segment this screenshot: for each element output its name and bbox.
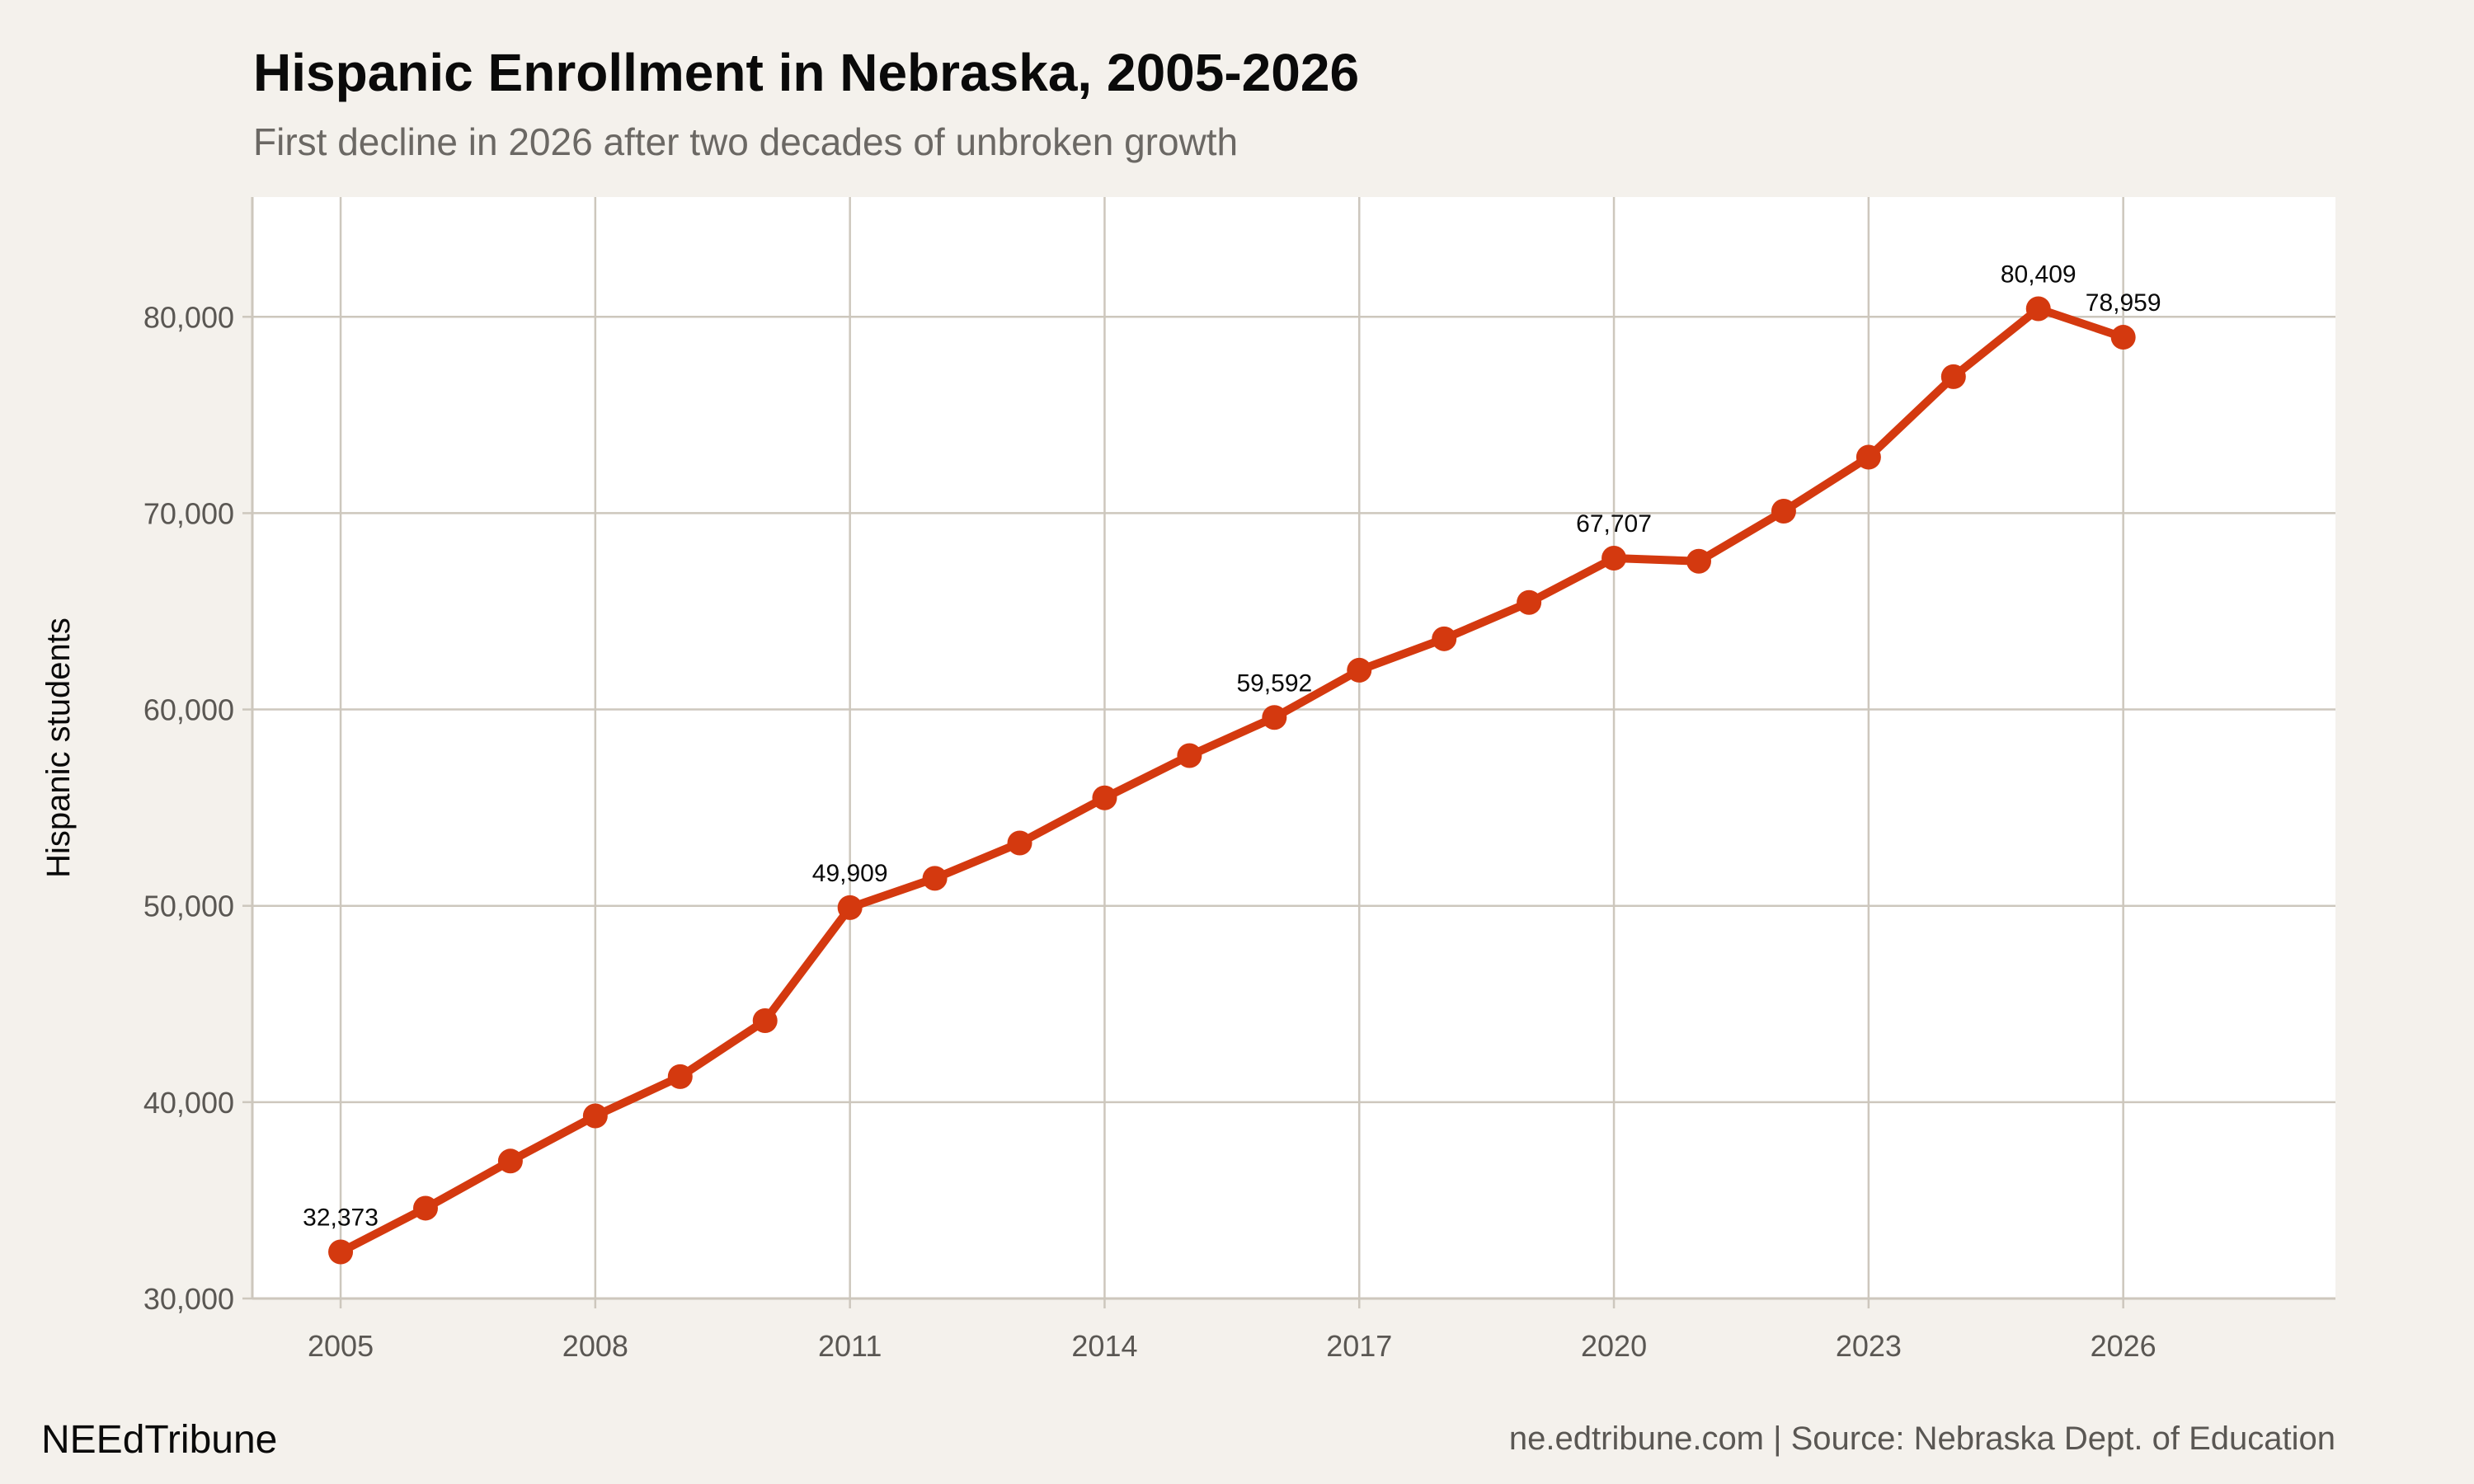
data-point — [1517, 589, 1542, 615]
y-tick-label: 60,000 — [143, 693, 234, 727]
data-label: 32,373 — [303, 1204, 379, 1231]
y-tick-label: 70,000 — [143, 496, 234, 530]
chart-title: Hispanic Enrollment in Nebraska, 2005-20… — [253, 43, 1359, 102]
x-tick-label: 2020 — [1581, 1329, 1647, 1363]
x-tick-label: 2008 — [562, 1329, 628, 1363]
series-line — [328, 296, 2136, 1265]
x-tick-label: 2014 — [1071, 1329, 1137, 1363]
brand-logo-text: NEEdTribune — [41, 1418, 277, 1462]
x-tick-label: 2011 — [818, 1329, 882, 1363]
y-tick-label: 40,000 — [143, 1086, 234, 1120]
data-point — [2025, 296, 2051, 322]
data-point — [1347, 657, 1372, 683]
x-tick-label: 2026 — [2091, 1329, 2157, 1363]
data-point — [2110, 325, 2136, 350]
data-point — [1686, 548, 1711, 574]
data-point — [752, 1008, 778, 1034]
data-point — [1262, 705, 1287, 730]
data-point — [1856, 444, 1881, 470]
data-labels: 32,373 49,909 59,592 67,707 80,409 78,959 — [303, 261, 2161, 1232]
data-label: 67,707 — [1576, 510, 1652, 538]
data-label: 78,959 — [2086, 289, 2161, 317]
data-label: 59,592 — [1236, 669, 1312, 697]
data-point — [922, 866, 948, 891]
data-point — [1602, 546, 1627, 571]
x-tick-label: 2023 — [1836, 1329, 1902, 1363]
data-point — [1007, 830, 1032, 856]
data-label: 80,409 — [2001, 261, 2077, 289]
data-point — [1177, 743, 1202, 768]
y-tick-label: 30,000 — [143, 1282, 234, 1316]
x-tick-label: 2017 — [1326, 1329, 1392, 1363]
data-label: 49,909 — [812, 860, 888, 887]
data-point — [667, 1064, 693, 1089]
data-line — [338, 304, 2125, 1256]
data-point — [1771, 499, 1796, 524]
axes: 2005 2008 2011 2014 2017 2020 2023 2026 30,000 40… — [143, 197, 2335, 1363]
chart-subtitle: First decline in 2026 after two decades … — [253, 120, 1238, 163]
data-point — [1432, 626, 1457, 651]
data-point — [1940, 364, 1966, 389]
x-tick-label: 2005 — [308, 1329, 374, 1363]
data-point — [582, 1103, 608, 1129]
source-note: ne.edtribune.com | Source: Nebraska Dept… — [1509, 1421, 2335, 1457]
data-point — [497, 1148, 523, 1174]
data-point — [328, 1239, 354, 1265]
y-tick-label: 80,000 — [143, 300, 234, 334]
y-tick-label: 50,000 — [143, 890, 234, 923]
y-axis-title: Hispanic students — [40, 618, 77, 878]
data-point — [837, 895, 863, 920]
data-point — [1092, 785, 1117, 810]
data-point — [412, 1195, 438, 1221]
